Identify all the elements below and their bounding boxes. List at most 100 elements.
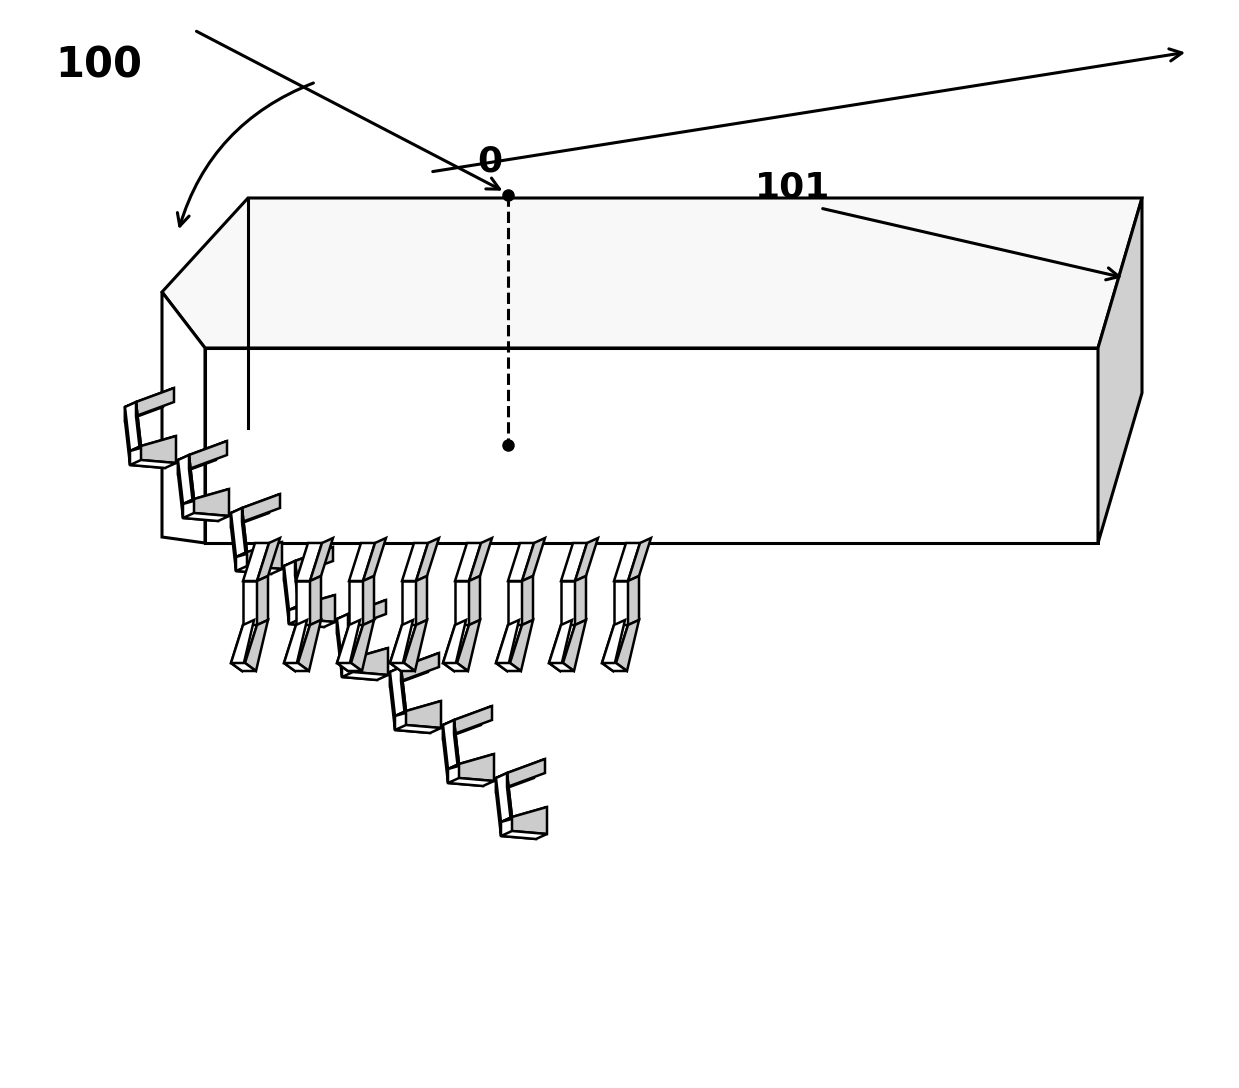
Polygon shape [457,620,479,671]
Polygon shape [243,581,256,625]
Polygon shape [496,625,522,663]
Polygon shape [401,543,427,581]
Polygon shape [230,514,235,571]
Polygon shape [190,441,227,469]
Polygon shape [455,543,481,581]
Polygon shape [178,441,227,460]
Polygon shape [522,576,533,625]
Polygon shape [444,663,468,671]
Polygon shape [390,672,395,730]
Polygon shape [141,436,176,463]
Polygon shape [496,663,522,671]
Polygon shape [310,537,333,581]
Polygon shape [204,348,1098,543]
Polygon shape [444,720,458,769]
Polygon shape [470,576,479,625]
Polygon shape [337,605,375,633]
Polygon shape [136,401,141,460]
Polygon shape [337,625,363,663]
Polygon shape [602,620,624,671]
Polygon shape [230,508,247,557]
Polygon shape [470,537,492,581]
Polygon shape [508,581,522,625]
Polygon shape [390,620,413,671]
Polygon shape [351,620,374,671]
Polygon shape [1098,198,1142,543]
Polygon shape [401,667,406,725]
Polygon shape [549,625,575,663]
Polygon shape [561,543,587,581]
Polygon shape [125,401,141,452]
Polygon shape [284,663,309,671]
Polygon shape [162,198,1142,348]
Polygon shape [507,772,512,831]
Polygon shape [496,620,519,671]
Polygon shape [183,489,229,504]
Polygon shape [178,446,216,474]
Polygon shape [296,581,310,625]
Text: 101: 101 [755,171,830,205]
Polygon shape [183,494,218,521]
Polygon shape [295,547,333,574]
Polygon shape [337,619,342,677]
Polygon shape [615,543,641,581]
Polygon shape [230,494,280,514]
Polygon shape [256,576,268,625]
Polygon shape [284,620,307,671]
Polygon shape [284,547,333,566]
Polygon shape [342,672,388,680]
Polygon shape [363,576,374,625]
Polygon shape [289,595,335,610]
Polygon shape [337,663,362,671]
Polygon shape [416,537,439,581]
Polygon shape [602,663,627,671]
Polygon shape [444,706,492,725]
Polygon shape [501,831,546,839]
Polygon shape [363,537,387,581]
Polygon shape [130,436,176,452]
Polygon shape [390,667,406,716]
Polygon shape [183,514,229,521]
Polygon shape [230,663,256,671]
Polygon shape [235,542,282,557]
Polygon shape [455,581,470,625]
Polygon shape [453,706,492,734]
Polygon shape [190,455,195,514]
Polygon shape [337,620,361,671]
Polygon shape [510,620,533,671]
Polygon shape [284,566,289,625]
Polygon shape [178,460,183,518]
Polygon shape [496,778,501,836]
Polygon shape [284,552,322,580]
Polygon shape [230,625,256,663]
Polygon shape [563,620,586,671]
Polygon shape [337,614,353,663]
Polygon shape [512,807,546,834]
Polygon shape [349,543,375,581]
Polygon shape [130,460,176,468]
Polygon shape [243,543,269,581]
Polygon shape [496,764,534,792]
Polygon shape [390,653,439,672]
Polygon shape [496,772,512,823]
Polygon shape [628,537,650,581]
Polygon shape [575,537,598,581]
Polygon shape [401,653,439,681]
Polygon shape [549,663,574,671]
Polygon shape [125,407,130,465]
Polygon shape [449,759,483,786]
Polygon shape [404,620,427,671]
Polygon shape [615,581,628,625]
Polygon shape [178,455,195,504]
Polygon shape [390,658,427,687]
Polygon shape [444,710,481,739]
Polygon shape [602,625,628,663]
Polygon shape [125,388,173,407]
Polygon shape [395,725,441,733]
Polygon shape [561,581,575,625]
Polygon shape [395,701,441,716]
Polygon shape [162,292,204,543]
Polygon shape [401,581,416,625]
Polygon shape [444,625,470,663]
Polygon shape [349,581,363,625]
